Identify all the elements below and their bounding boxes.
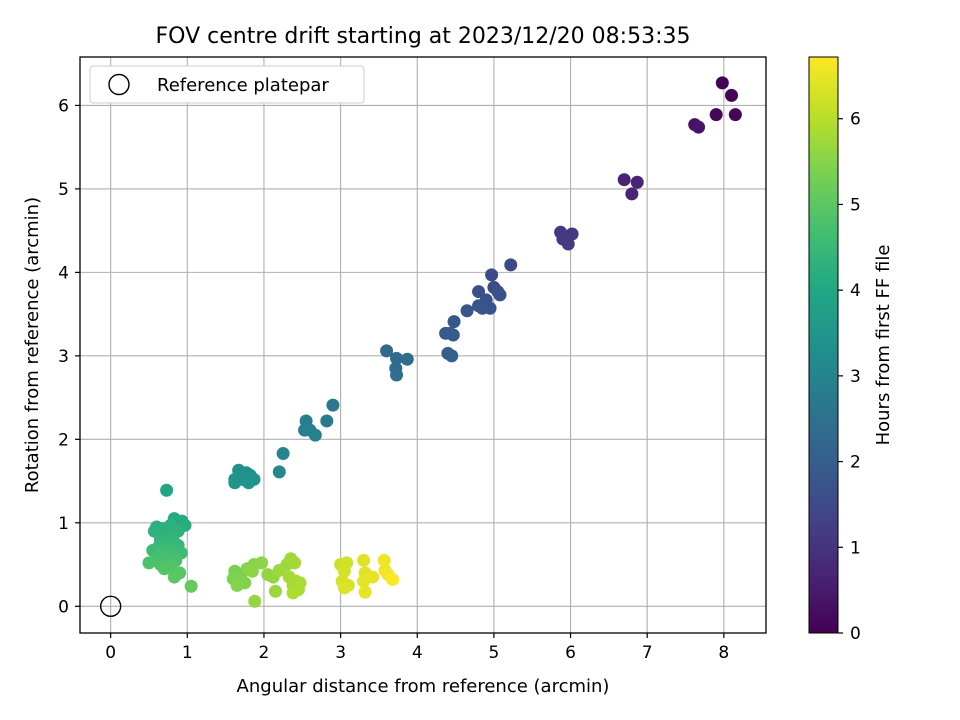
scatter-point [483, 301, 497, 315]
x-ticks: 0 1 2 3 4 5 6 7 8 [105, 633, 729, 663]
colorbar-tick-label: 3 [850, 367, 861, 387]
y-tick-label: 5 [58, 180, 69, 200]
reference-platepar-marker [99, 595, 122, 617]
scatter-point [709, 108, 723, 122]
x-tick-label: 1 [182, 643, 193, 663]
scatter-point [255, 556, 269, 570]
plot-frame [79, 56, 767, 634]
x-axis-label: Angular distance from reference (arcmin) [237, 676, 610, 697]
scatter-point [184, 579, 198, 593]
y-tick-label: 0 [58, 597, 69, 617]
scatter-point [142, 556, 156, 570]
x-tick-label: 4 [412, 643, 423, 663]
scatter-point [625, 187, 639, 201]
colorbar-ticks: 0 1 2 3 4 5 6 [838, 110, 861, 644]
grid [80, 57, 766, 633]
x-tick-label: 6 [565, 643, 576, 663]
data-points [99, 76, 742, 617]
scatter-point [715, 76, 729, 90]
legend-marker-reference [108, 73, 130, 96]
legend: Reference platepar [89, 65, 365, 104]
x-tick-label: 7 [642, 643, 653, 663]
scatter-point [460, 304, 474, 318]
scatter-point [268, 584, 282, 598]
colorbar-gradient [808, 56, 839, 634]
scatter-point [400, 352, 414, 366]
scatter-point [157, 562, 171, 576]
scatter-point [242, 476, 256, 490]
x-tick-label: 3 [335, 643, 346, 663]
scatter-point [228, 476, 242, 490]
scatter-point [561, 237, 575, 251]
scatter-point [326, 398, 340, 412]
x-tick-label: 0 [105, 643, 116, 663]
scatter-point [390, 351, 404, 365]
colorbar-tick-label: 1 [850, 538, 861, 558]
scatter-point [366, 570, 380, 584]
y-axis-label: Rotation from reference (arcmin) [22, 197, 43, 493]
scatter-point [248, 594, 262, 608]
scatter-point [446, 328, 460, 342]
scatter-point [447, 315, 461, 329]
x-tick-label: 5 [488, 643, 499, 663]
scatter-point [288, 556, 302, 570]
scatter-point [630, 175, 644, 189]
legend-label-reference: Reference platepar [157, 75, 329, 96]
y-tick-label: 1 [58, 514, 69, 534]
colorbar-tick-label: 0 [850, 624, 861, 644]
y-tick-label: 2 [58, 430, 69, 450]
scatter-point [728, 108, 742, 122]
scatter-point [276, 447, 290, 461]
scatter-point [617, 173, 631, 187]
chart-title: FOV centre drift starting at 2023/12/20 … [156, 24, 691, 49]
scatter-point [272, 465, 286, 479]
scatter-point [380, 344, 394, 358]
scatter-point [357, 553, 371, 567]
scatter-point [308, 428, 322, 442]
scatter-point [337, 581, 351, 595]
colorbar-tick-label: 2 [850, 453, 861, 473]
scatter-point [320, 414, 334, 428]
scatter-point [692, 120, 706, 134]
y-ticks: 0 1 2 3 4 5 6 [58, 96, 80, 617]
scatter-point [171, 524, 185, 538]
scatter-point [160, 483, 174, 497]
scatter-point [245, 564, 259, 578]
colorbar-tick-label: 4 [850, 281, 861, 301]
scatter-point [230, 578, 244, 592]
scatter-point [504, 258, 518, 272]
x-tick-label: 8 [718, 643, 729, 663]
scatter-point [358, 585, 372, 599]
scatter-point [286, 586, 300, 600]
colorbar: 0 1 2 3 4 5 6 Hours from first FF file [808, 56, 894, 644]
colorbar-tick-label: 6 [850, 110, 861, 130]
scatter-point [377, 553, 391, 567]
scatter-point [485, 268, 499, 282]
scatter-point [493, 288, 507, 302]
y-tick-label: 3 [58, 347, 69, 367]
scatter-point [167, 570, 181, 584]
y-tick-label: 4 [58, 263, 69, 283]
scatter-point [390, 368, 404, 382]
legend-box [89, 65, 365, 104]
scatter-point [725, 88, 739, 102]
scatter-point [445, 349, 459, 363]
x-tick-label: 2 [259, 643, 270, 663]
colorbar-tick-label: 5 [850, 195, 861, 215]
scatter-point [386, 573, 400, 587]
colorbar-label: Hours from first FF file [873, 245, 894, 446]
scatter-point [472, 285, 486, 299]
y-tick-label: 6 [58, 96, 69, 116]
scatter-point [337, 564, 351, 578]
